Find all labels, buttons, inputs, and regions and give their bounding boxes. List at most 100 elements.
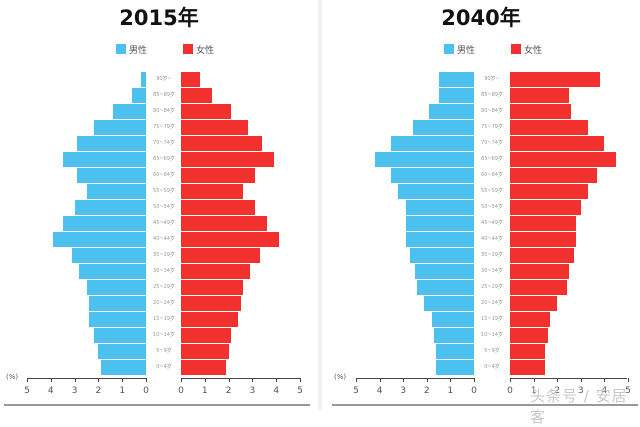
axis-tick-label-female: 4 [601,386,608,396]
axis-tick-label-male: 2 [423,386,430,396]
bar-female [510,120,588,135]
x-axis-male [27,378,146,379]
bar-male [74,200,146,215]
bar-female [510,360,546,375]
panel-divider [318,0,322,411]
age-group-label: 25~29岁 [153,284,175,290]
legend-male-2015: 男性 [116,42,147,56]
axis-tick-label-male: 0 [471,386,477,396]
legend-male-2040: 男性 [444,42,475,56]
axis-tick-male [74,378,76,382]
legend-female-2040: 女性 [511,42,542,56]
legend-swatch-female [183,44,193,54]
chart-2040-panel [322,0,640,405]
axis-tick-female [276,378,278,382]
watermark: 头条号 / 安居客 [530,387,628,426]
bar-male [79,264,146,279]
x-axis-female [510,378,627,379]
age-group-label: 0~4岁 [484,364,500,370]
bar-female [181,312,239,327]
unit-label-2015: (%) [6,373,19,381]
bar-female [510,152,617,167]
bar-female [181,152,274,167]
axis-tick-label-female: 0 [178,386,184,396]
bar-male [436,360,474,375]
bar-male [417,280,474,295]
age-group-label: 25~29岁 [481,284,503,290]
bar-female [510,88,569,103]
chart-2015-panel [0,0,318,405]
age-group-label: 5~9岁 [156,348,172,354]
age-group-label: 15~19岁 [481,316,503,322]
axis-tick-label-male: 2 [95,386,102,396]
legend-label-female: 女性 [524,45,543,56]
bar-male [405,200,474,215]
bar-male [98,344,146,359]
bar-male [88,296,146,311]
bar-male [62,152,146,167]
bar-female [181,360,227,375]
bar-male [438,88,474,103]
age-group-label: 50~54岁 [153,204,175,210]
age-group-label: 45~49岁 [153,220,175,226]
bar-female [181,72,201,87]
bar-female [510,264,569,279]
bar-male [398,184,474,199]
bar-male [415,264,474,279]
bar-female [510,296,558,311]
age-group-label: 45~49岁 [481,220,503,226]
bar-female [510,184,588,199]
axis-tick-label-female: 2 [225,386,232,396]
bar-female [510,72,600,87]
x-axis-female [181,378,300,379]
bar-male [405,216,474,231]
age-group-label: 80~84岁 [481,108,503,114]
axis-tick-female [557,378,559,382]
legend-female-2015: 女性 [183,42,214,56]
bar-female [510,344,546,359]
bar-male [412,120,474,135]
axis-tick-female [604,378,606,382]
age-group-label: 90岁~ [484,76,500,82]
axis-tick-label-male: 3 [400,386,407,396]
axis-tick-female [181,378,182,382]
axis-tick-label-male: 0 [143,386,149,396]
age-group-label: 0~4岁 [156,364,172,370]
legend-swatch-female [511,44,521,54]
bar-female [181,280,243,295]
age-group-label: 85~89岁 [153,92,175,98]
bar-male [76,136,146,151]
bar-female [510,168,598,183]
bar-male [431,312,474,327]
legend-label-male: 男性 [457,45,476,56]
axis-tick-label-male: 1 [447,386,454,396]
axis-tick-label-male: 3 [71,386,78,396]
bottom-rule-2040 [332,404,638,406]
bar-female [181,184,243,199]
age-group-label: 60~64岁 [481,172,503,178]
age-group-label: 85~89岁 [481,92,503,98]
bar-female [510,280,567,295]
legend-swatch-male [116,44,126,54]
bar-female [510,312,551,327]
bar-male [438,72,474,87]
age-group-label: 35~39岁 [481,252,503,258]
axis-tick-label-male: 5 [353,386,359,396]
bar-male [391,136,474,151]
age-group-label: 60~64岁 [153,172,175,178]
axis-tick-label-male: 5 [24,386,30,396]
axis-tick-label-female: 5 [297,386,303,396]
axis-tick-male [50,378,52,382]
axis-tick-male [122,378,124,382]
axis-tick-male [426,378,428,382]
axis-tick-male [27,378,28,382]
chart-title-2040: 2040年 [441,6,521,30]
bar-female [181,88,212,103]
axis-tick-label-male: 4 [47,386,54,396]
axis-tick-female [204,378,206,382]
bar-female [181,232,279,247]
axis-tick-male [403,378,405,382]
bar-male [100,360,146,375]
bar-male [433,328,474,343]
axis-tick-male [146,378,147,382]
